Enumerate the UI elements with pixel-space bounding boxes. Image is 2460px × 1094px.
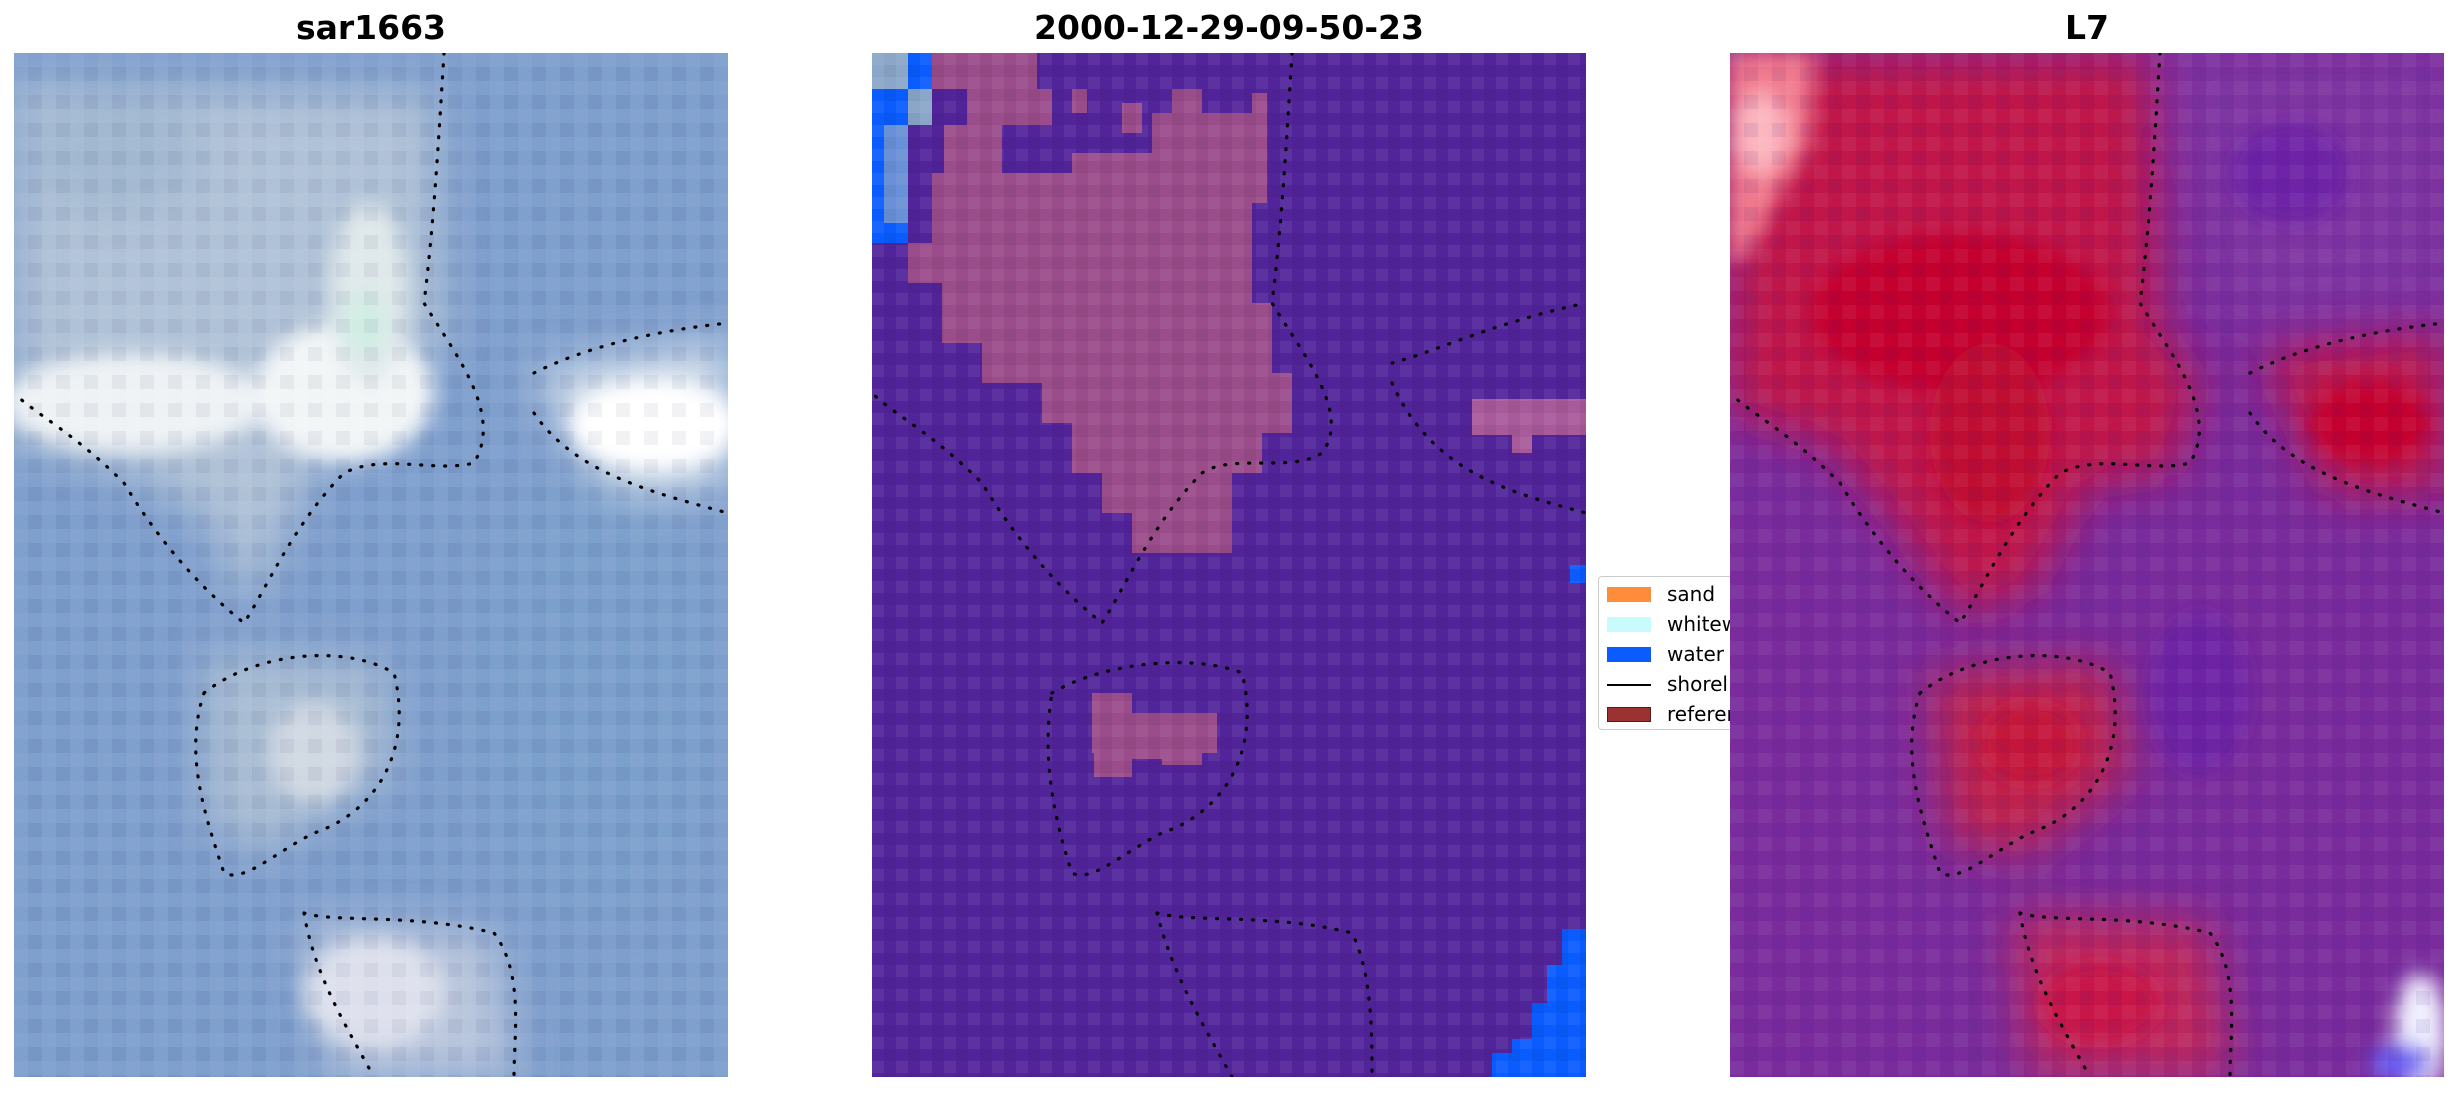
classified-map-panel: [872, 53, 1586, 1077]
legend-item-water: water: [1607, 641, 1767, 666]
legend-item-whitewater: whitew: [1607, 611, 1767, 636]
shoreline-sar: [14, 53, 728, 1077]
sar-image: [14, 53, 728, 1077]
shoreline-l7: [1730, 53, 2444, 1077]
l7-image-panel: [1730, 53, 2444, 1077]
panel-title-l7: L7: [2065, 8, 2109, 47]
legend-label-whitewater: whitew: [1667, 612, 1739, 636]
shoreline-classified: [872, 53, 1586, 1077]
panel-title-classified: 2000-12-29-09-50-23: [1034, 8, 1424, 47]
legend-swatch-reference: [1607, 707, 1651, 722]
legend-swatch-water: [1607, 647, 1651, 662]
legend-item-sand: sand: [1607, 581, 1767, 606]
legend-label-sand: sand: [1667, 582, 1716, 606]
legend-swatch-sand: [1607, 587, 1651, 602]
legend-item-shoreline: shorel: [1607, 671, 1767, 696]
legend-line-shoreline: [1607, 684, 1651, 686]
legend-label-water: water: [1667, 642, 1724, 666]
sar-image-panel: [14, 53, 728, 1077]
legend-swatch-whitewater: [1607, 617, 1651, 632]
classified-map: [872, 53, 1586, 1077]
l7-image: [1730, 53, 2444, 1077]
panel-title-sar: sar1663: [295, 8, 447, 47]
legend-label-reference: referen: [1667, 702, 1740, 726]
legend-item-reference: referen: [1607, 701, 1767, 726]
legend-label-shoreline: shorel: [1667, 672, 1728, 696]
